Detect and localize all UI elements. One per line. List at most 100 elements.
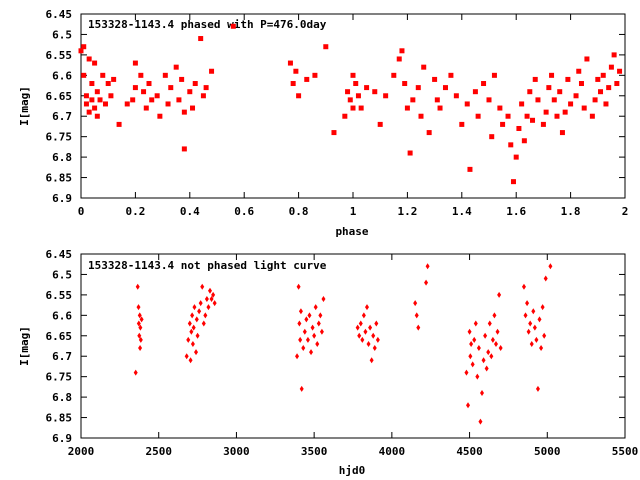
data-point xyxy=(81,72,87,78)
data-point xyxy=(312,332,317,339)
data-point xyxy=(295,353,300,360)
data-point xyxy=(495,328,500,335)
data-point xyxy=(486,349,491,356)
data-point xyxy=(532,76,538,82)
data-point xyxy=(543,275,548,282)
x-tick-label: 4500 xyxy=(456,445,483,458)
data-point xyxy=(208,287,213,294)
data-point xyxy=(86,109,92,115)
data-point xyxy=(138,72,144,78)
y-tick-label: 6.9 xyxy=(52,192,72,205)
data-point xyxy=(81,44,87,50)
data-point xyxy=(534,336,539,343)
y-tick-label: 6.6 xyxy=(52,309,72,322)
data-point xyxy=(105,81,111,87)
data-point xyxy=(565,76,571,82)
data-point xyxy=(407,150,413,156)
data-point xyxy=(197,308,202,315)
data-point xyxy=(617,68,623,74)
data-point xyxy=(302,328,307,335)
data-point xyxy=(483,332,488,339)
data-point xyxy=(581,105,587,111)
data-point xyxy=(530,117,536,123)
data-point xyxy=(189,328,194,335)
axis-ticks: 2000 2500 3000 3500 4000 4500 5000 5500 6.45 6.5 6… xyxy=(46,248,639,458)
data-point xyxy=(154,93,160,99)
data-point xyxy=(415,85,421,91)
data-point xyxy=(296,283,301,290)
data-point xyxy=(527,89,533,95)
data-point xyxy=(191,324,196,331)
data-point xyxy=(204,295,209,302)
x-tick-label: 3000 xyxy=(223,445,250,458)
data-point xyxy=(453,93,459,99)
data-point xyxy=(467,166,473,172)
data-point xyxy=(132,60,138,66)
data-point xyxy=(200,93,206,99)
data-point xyxy=(437,105,443,111)
data-point xyxy=(355,324,360,331)
x-tick-label: 0 xyxy=(78,205,85,218)
data-point xyxy=(200,283,205,290)
data-point xyxy=(206,304,211,311)
data-point xyxy=(531,308,536,315)
data-point xyxy=(181,109,187,115)
data-point xyxy=(97,97,103,103)
data-point xyxy=(402,81,408,87)
data-point xyxy=(549,72,555,78)
data-point xyxy=(510,179,516,185)
phased-light-curve-panel: 153328-1143.4 phased with P=476.0day pha… xyxy=(18,8,628,238)
data-point xyxy=(304,76,310,82)
data-point xyxy=(358,105,364,111)
data-point xyxy=(364,304,369,311)
data-point xyxy=(442,85,448,91)
y-tick-label: 6.55 xyxy=(46,49,73,62)
data-point xyxy=(539,345,544,352)
data-point xyxy=(375,336,380,343)
data-point xyxy=(108,93,114,99)
data-point xyxy=(316,320,321,327)
data-point xyxy=(476,345,481,352)
data-point xyxy=(138,345,143,352)
data-point xyxy=(111,76,117,82)
data-point xyxy=(554,113,560,119)
y-tick-label: 6.5 xyxy=(52,268,72,281)
data-point xyxy=(323,44,329,50)
data-point xyxy=(287,60,293,66)
data-point xyxy=(290,81,296,87)
data-point xyxy=(212,300,217,307)
y-tick-label: 6.7 xyxy=(52,110,72,123)
y-tick-label: 6.8 xyxy=(52,151,72,164)
data-point xyxy=(176,97,182,103)
x-tick-label: 4000 xyxy=(379,445,406,458)
data-point xyxy=(192,304,197,311)
data-point xyxy=(350,72,356,78)
data-point xyxy=(548,263,553,270)
data-point xyxy=(598,89,604,95)
data-point xyxy=(190,105,196,111)
data-point xyxy=(230,23,236,29)
data-point xyxy=(611,52,617,58)
data-point xyxy=(399,48,405,54)
data-point xyxy=(307,312,312,319)
axis-ticks: 0 0.2 0.4 0.6 0.8 1 1.2 1.4 1.6 1.8 2 6.45 6.5 6.55 6.… xyxy=(46,8,629,218)
data-point xyxy=(489,134,495,140)
data-point xyxy=(467,328,472,335)
data-point xyxy=(492,312,497,319)
data-point xyxy=(305,336,310,343)
data-point xyxy=(484,365,489,372)
data-point xyxy=(198,300,203,307)
x-tick-label: 2500 xyxy=(145,445,172,458)
data-points xyxy=(78,23,623,185)
data-point xyxy=(505,113,511,119)
data-point xyxy=(195,332,200,339)
data-points xyxy=(133,263,553,425)
data-point xyxy=(139,316,144,323)
y-tick-label: 6.75 xyxy=(46,131,73,144)
data-point xyxy=(513,154,519,160)
data-point xyxy=(372,345,377,352)
data-point xyxy=(357,332,362,339)
y-tick-label: 6.75 xyxy=(46,371,73,384)
chart-title: 153328-1143.4 not phased light curve xyxy=(88,259,327,272)
data-point xyxy=(377,121,383,127)
